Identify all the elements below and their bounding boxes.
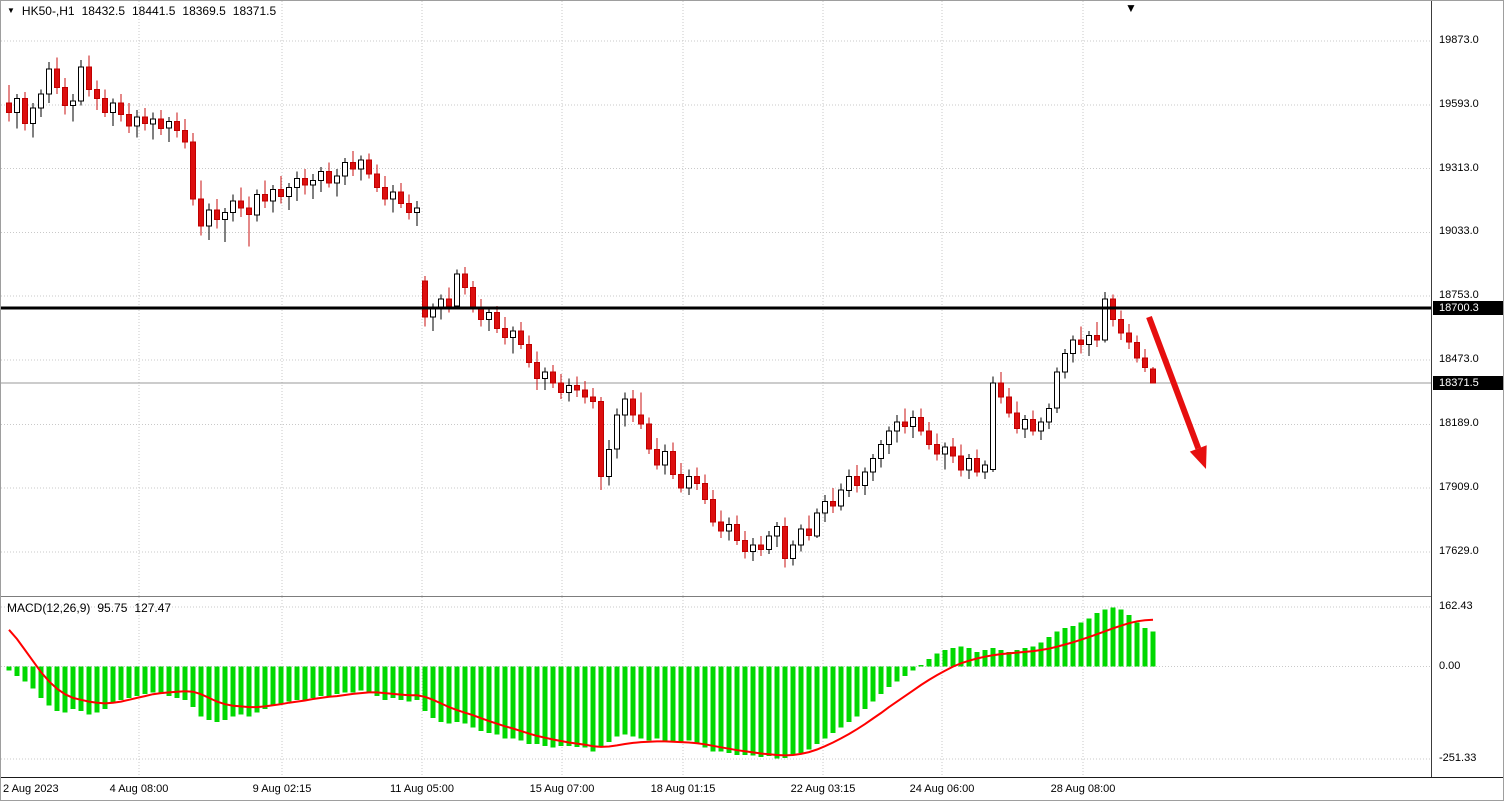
time-axis-label: 28 Aug 08:00: [1050, 783, 1116, 795]
macd-signal-value: 127.47: [134, 601, 172, 615]
macd-axis-label: 0.00: [1439, 660, 1461, 672]
time-axis-label: 22 Aug 03:15: [790, 783, 856, 795]
scroll-to-latest-icon[interactable]: ▼: [1125, 1, 1137, 15]
price-axis-label: 17629.0: [1439, 545, 1479, 557]
price-axis-label: 18189.0: [1439, 417, 1479, 429]
current-price-badge: 18371.5: [1433, 376, 1503, 390]
hline-price-badge: 18700.3: [1433, 301, 1503, 315]
panel-separator[interactable]: [1, 596, 1503, 597]
ohlc-close: 18371.5: [232, 4, 277, 18]
macd-axis-label: -251.33: [1439, 752, 1477, 764]
macd-axis-label: 162.43: [1439, 600, 1473, 612]
macd-chart[interactable]: [1, 597, 1431, 776]
symbol-timeframe-label: HK50-,H1: [21, 4, 75, 18]
candlestick-chart[interactable]: [1, 1, 1431, 597]
ohlc-header: ▼ HK50-,H1 18432.5 18441.5 18369.5 18371…: [7, 4, 276, 18]
price-axis-label: 17909.0: [1439, 481, 1479, 493]
price-axis-label: 19033.0: [1439, 225, 1479, 237]
time-axis-label: 15 Aug 07:00: [529, 783, 595, 795]
price-axis-label: 19313.0: [1439, 162, 1479, 174]
price-axis-label: 19873.0: [1439, 34, 1479, 46]
symbol-dropdown-icon[interactable]: ▼: [7, 6, 15, 15]
price-axis-label: 19593.0: [1439, 98, 1479, 110]
time-axis-label: 9 Aug 02:15: [252, 783, 312, 795]
main-chart-area[interactable]: ▼ HK50-,H1 18432.5 18441.5 18369.5 18371…: [1, 1, 1431, 597]
time-axis-label: 4 Aug 08:00: [109, 783, 169, 795]
time-axis-label: 18 Aug 01:15: [650, 783, 716, 795]
macd-panel[interactable]: MACD(12,26,9) 95.75 127.47: [1, 597, 1431, 776]
ohlc-high: 18441.5: [132, 4, 176, 18]
macd-main-value: 95.75: [97, 601, 128, 615]
ohlc-open: 18432.5: [81, 4, 125, 18]
time-axis-label: 11 Aug 05:00: [389, 783, 455, 795]
time-axis-label: 2 Aug 2023: [3, 783, 59, 795]
price-axis[interactable]: 19873.0 19593.0 19313.0 19033.0 18753.0 18473…: [1431, 1, 1503, 777]
macd-name: MACD(12,26,9): [7, 601, 91, 615]
macd-indicator-label: MACD(12,26,9) 95.75 127.47: [7, 601, 171, 615]
price-axis-label: 18753.0: [1439, 289, 1479, 301]
price-axis-label: 18473.0: [1439, 353, 1479, 365]
ohlc-low: 18369.5: [182, 4, 226, 18]
time-axis[interactable]: 2 Aug 2023 4 Aug 08:00 9 Aug 02:15 11 Aug 0…: [1, 777, 1503, 800]
time-axis-label: 24 Aug 06:00: [909, 783, 975, 795]
